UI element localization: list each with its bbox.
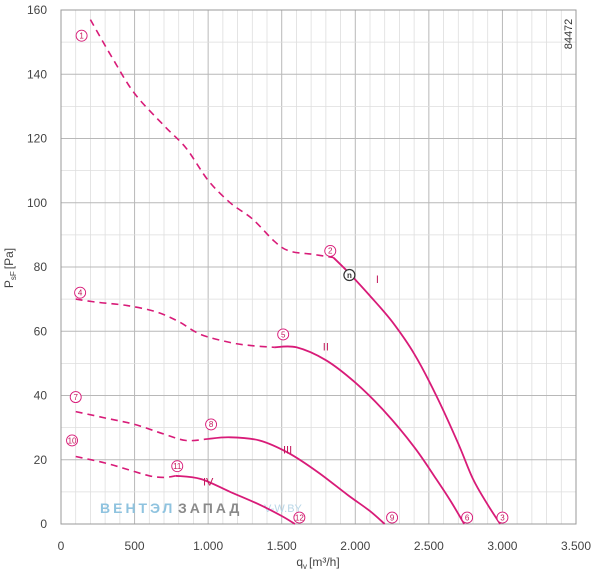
marker-label: 4: [78, 289, 83, 298]
y-tick-label: 140: [27, 67, 47, 81]
marker-n: n: [343, 268, 356, 282]
marker-label: 8: [209, 420, 214, 429]
series-i-solid: [332, 256, 501, 525]
y-tick-label: 20: [34, 453, 48, 467]
series-ii-dashed: [75, 298, 275, 349]
y-tick-label: 40: [34, 389, 48, 403]
marker-label: 2: [328, 247, 333, 256]
marker-9: 9: [386, 511, 399, 524]
marker-6: 6: [461, 511, 474, 524]
series-ii-solid: [274, 345, 465, 525]
y-tick-label: 120: [27, 132, 47, 146]
marker-2: 2: [324, 244, 337, 257]
x-tick-label: 3.000: [487, 539, 517, 553]
marker-8: 8: [205, 418, 218, 431]
x-tick-label: 1.000: [193, 539, 223, 553]
x-axis-label-unit: [m³/h]: [309, 555, 340, 569]
marker-label: 9: [390, 513, 395, 522]
marker-circle: [171, 460, 184, 473]
series-iv-dashed: [75, 455, 176, 479]
x-axis-label-main: q: [296, 555, 303, 569]
x-axis-label: qv [m³/h]: [296, 555, 339, 571]
y-axis-label-main: P: [2, 280, 16, 288]
x-tick-label: 3.500: [561, 539, 591, 553]
series-iii-solid: [208, 436, 386, 525]
marker-circle: [66, 434, 78, 447]
y-axis-label-unit: [Pa]: [2, 248, 16, 269]
marker-11: 11: [171, 460, 184, 473]
y-axis-ticks: 0 20 40 60 80 100 120 140 160: [27, 3, 47, 531]
series-i-dashed: [89, 19, 334, 259]
marker-label: 10: [68, 436, 77, 445]
marker-label: 5: [281, 330, 286, 339]
marker-7: 7: [69, 391, 82, 404]
x-tick-label: 500: [125, 539, 145, 553]
marker-4: 4: [74, 286, 87, 299]
marker-label: 3: [500, 513, 505, 522]
marker-12: 12: [293, 511, 306, 524]
x-tick-label: 1.500: [267, 539, 297, 553]
marker-label: 6: [465, 513, 470, 522]
y-tick-label: 0: [40, 517, 47, 531]
marker-circle: [343, 268, 356, 282]
marker-label: 12: [295, 513, 304, 522]
series-label-i: I: [376, 274, 379, 286]
y-tick-label: 60: [34, 324, 48, 338]
series-label-iv: IV: [203, 476, 214, 488]
plot-frame: [60, 9, 577, 525]
marker-label: 1: [79, 32, 84, 41]
marker-circle: [277, 328, 290, 341]
series-label-ii: II: [323, 342, 329, 354]
marker-1: 1: [75, 29, 88, 42]
marker-circle: [69, 391, 82, 404]
marker-label: n: [347, 271, 352, 280]
marker-circle: [75, 29, 88, 42]
marker-10: 10: [66, 434, 78, 447]
grid: [60, 9, 577, 525]
marker-label: 11: [173, 462, 182, 471]
marker-circle: [496, 511, 509, 524]
watermark: ВЕНТЭЛ ЗАПАД V-W.BY: [100, 500, 303, 516]
plot-border: [60, 9, 577, 525]
series-group: [75, 19, 501, 525]
y-axis-label: PsF [Pa]: [2, 248, 18, 288]
marker-circle: [293, 511, 306, 524]
series-label-iii: III: [283, 444, 292, 456]
y-tick-label: 160: [27, 3, 47, 17]
marker-circle: [386, 511, 399, 524]
watermark-part2: ЗАПАД: [178, 500, 242, 516]
x-axis-label-sub: v: [303, 562, 307, 571]
marker-label: 7: [73, 393, 78, 402]
y-axis-label-sub: sF: [9, 271, 18, 280]
x-tick-label: 2.500: [414, 539, 444, 553]
marker-circle: [324, 244, 337, 257]
marker-5: 5: [277, 328, 290, 341]
marker-circle: [205, 418, 218, 431]
figure-code: 84472: [563, 19, 575, 50]
x-tick-label: 0: [58, 539, 65, 553]
marker-circle: [74, 286, 87, 299]
watermark-part1: ВЕНТЭЛ: [100, 500, 175, 516]
y-tick-label: 100: [27, 196, 47, 210]
x-tick-label: 2.000: [340, 539, 370, 553]
series-iii-dashed: [75, 410, 209, 442]
marker-circle: [461, 511, 474, 524]
y-tick-label: 80: [34, 260, 48, 274]
marker-3: 3: [496, 511, 509, 524]
x-axis-ticks: 0 500 1.000 1.500 2.000 2.500 3.000 3.500: [58, 539, 592, 553]
series-iv-solid: [175, 474, 296, 525]
